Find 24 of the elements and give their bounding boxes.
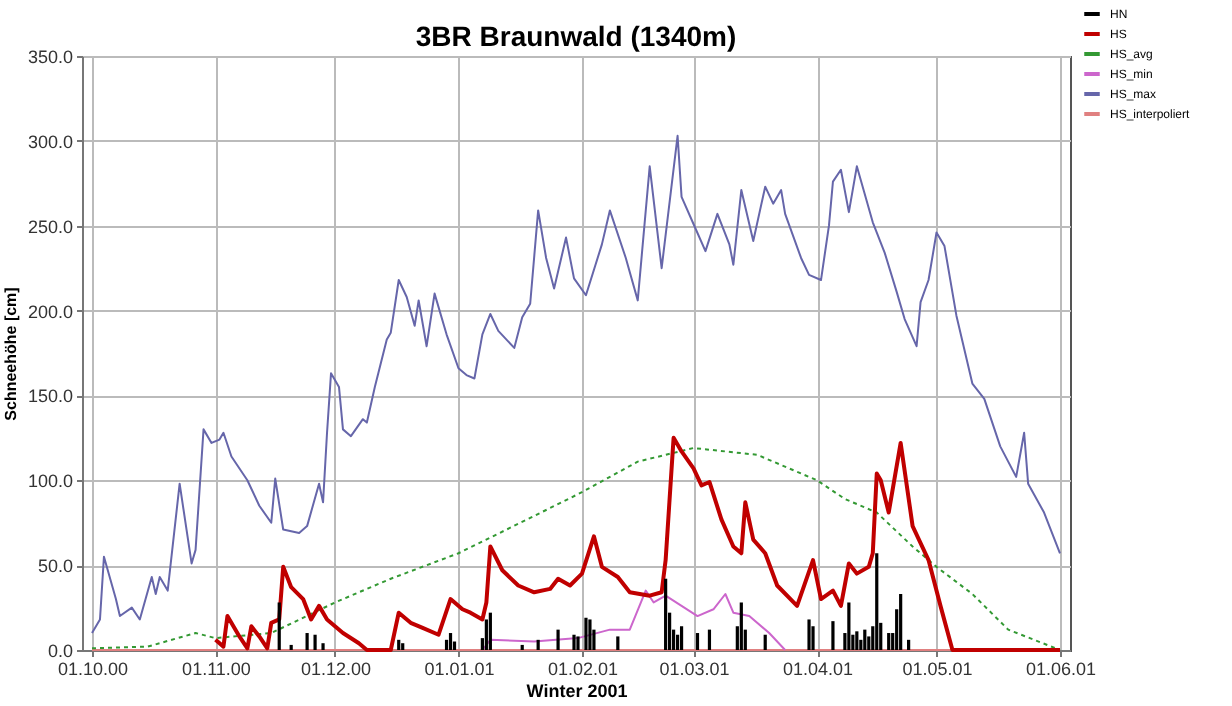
y-tick-label: 350.0 [27,47,73,67]
x-tick-label: 01.03.01 [659,659,730,679]
x-tick-label: 01.02.01 [547,659,619,679]
x-tick-label: 01.11.00 [182,659,251,679]
x-tick-label: 01.12.00 [300,659,372,679]
x-tick-label: 01.05.01 [902,659,973,679]
y-tick-label: 250.0 [27,216,73,237]
y-axis-title: Schneehöhe [cm] [1,286,20,421]
x-tick-label: 01.06.01 [1025,659,1097,679]
chart-title: 3BR Braunwald (1340m) [415,20,737,52]
y-tick-label: 200.0 [27,301,73,322]
line-series [91,447,1061,651]
line-series [91,134,1061,635]
x-tick-label: 01.10.00 [57,659,129,679]
x-axis-title: Winter 2001 [526,681,628,701]
y-tick-label: 100.0 [27,471,73,492]
x-tick-label: 01.04.01 [782,659,854,679]
y-tick-label: 150.0 [27,386,73,407]
line-series [213,435,1062,652]
y-tick-label: 50.0 [37,556,73,577]
line-series [481,589,787,651]
y-tick-label: 300.0 [27,131,73,152]
x-tick-label: 01.01.01 [424,659,495,679]
y-tick-label: 0.0 [47,641,73,661]
